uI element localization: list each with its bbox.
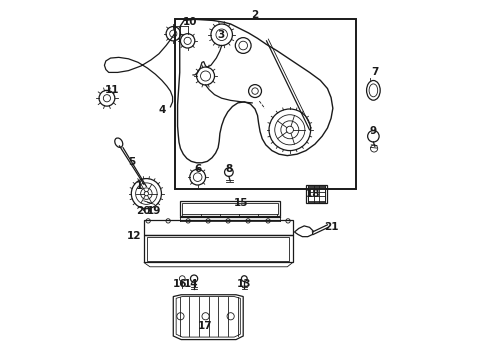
Text: 17: 17 (197, 321, 212, 331)
Text: 11: 11 (104, 85, 119, 95)
Text: 9: 9 (370, 126, 377, 135)
Text: 8: 8 (225, 163, 232, 174)
Bar (175, 19, 356, 189)
Text: 4: 4 (158, 105, 166, 115)
Text: 15: 15 (233, 198, 248, 208)
Text: 16: 16 (172, 279, 187, 289)
Bar (180, 201, 280, 216)
Text: 5: 5 (128, 157, 136, 167)
Text: 6: 6 (195, 163, 202, 174)
Bar (144, 234, 293, 262)
Text: 3: 3 (217, 31, 224, 40)
Text: 1: 1 (136, 181, 143, 191)
Bar (308, 186, 325, 202)
Text: 18: 18 (306, 189, 320, 199)
Text: 19: 19 (147, 206, 161, 216)
Text: 14: 14 (184, 279, 198, 289)
Text: 2: 2 (251, 10, 259, 20)
Bar (144, 220, 293, 234)
Bar (147, 237, 289, 261)
Bar (182, 203, 278, 214)
Text: 7: 7 (371, 67, 378, 77)
Text: 13: 13 (236, 279, 251, 289)
Text: 10: 10 (183, 17, 198, 27)
Text: 20: 20 (137, 206, 151, 216)
Bar (306, 185, 327, 203)
Text: 21: 21 (324, 222, 338, 231)
Text: 12: 12 (127, 231, 142, 241)
